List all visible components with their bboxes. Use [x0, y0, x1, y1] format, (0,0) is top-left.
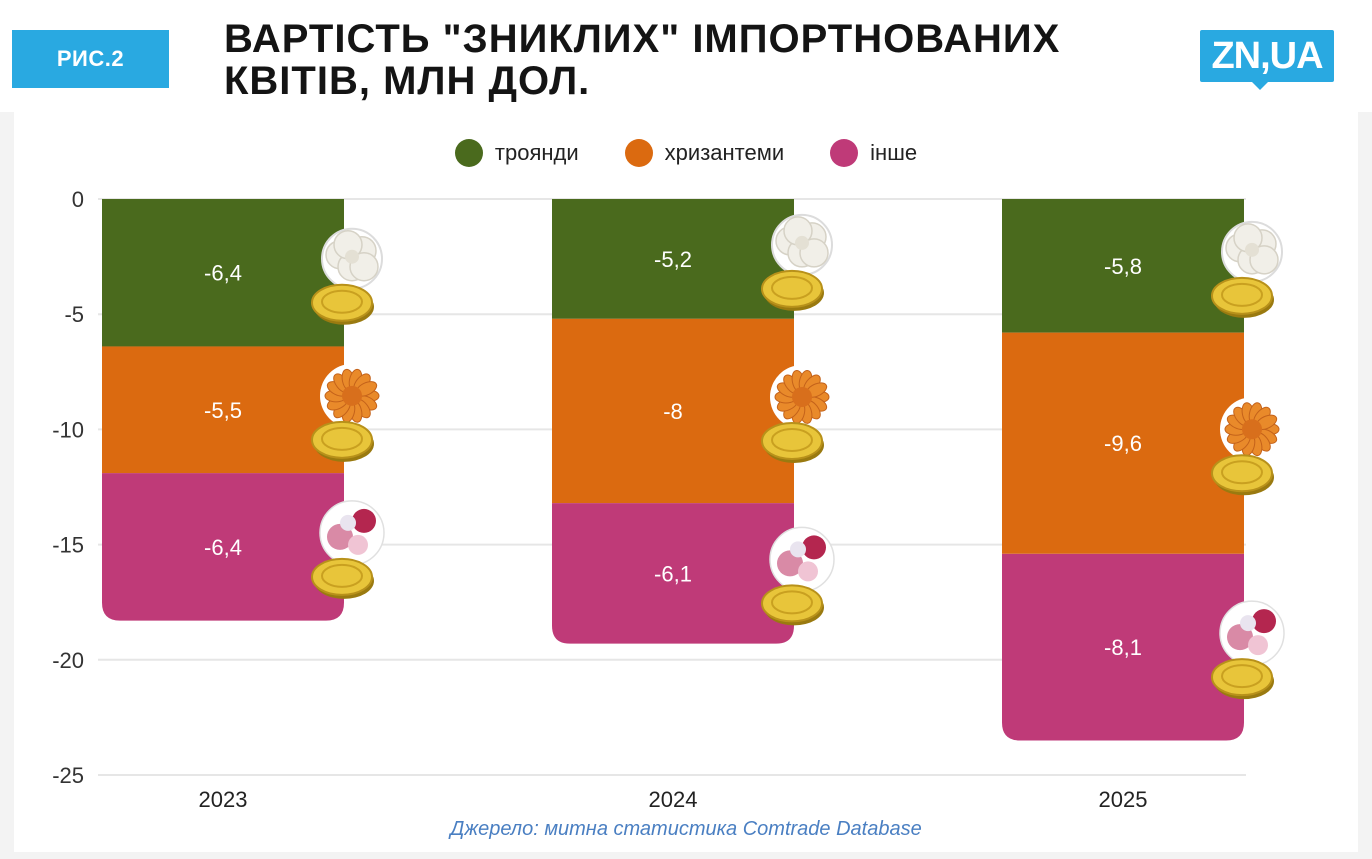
- flower-icon-center: [792, 386, 812, 407]
- coin-icon-rim: [1221, 282, 1263, 307]
- data-label: -5,5: [204, 398, 242, 423]
- figure-label: РИС.2: [12, 30, 169, 88]
- flower-icon-bloom-white: [1240, 615, 1256, 632]
- legend-item-chrysanthemums: хризантеми: [624, 139, 785, 167]
- coin-icon-rim: [771, 590, 813, 615]
- legend-swatch-roses: [454, 139, 483, 167]
- legend-label-other: інше: [870, 140, 918, 165]
- flower-icon-center: [345, 249, 359, 264]
- source-note: Джерело: митна статистика Comtrade Datab…: [450, 818, 922, 840]
- bar-segment: [102, 199, 344, 347]
- bar-segment: [552, 199, 794, 319]
- flower-icon-bloom-white: [340, 514, 356, 531]
- y-tick-label: 0: [72, 187, 84, 212]
- flower-icon-center: [795, 235, 809, 250]
- flower-icon-bloom-light: [798, 561, 818, 582]
- y-tick-label: -15: [52, 533, 84, 558]
- flower-icon-bloom-red: [1252, 609, 1276, 634]
- flower-icon-center: [342, 385, 362, 406]
- data-label: -6,4: [204, 535, 242, 560]
- chart-title-line-1: ВАРТІСТЬ "ЗНИКЛИХ" ІМПОРТНОВАНИХ: [224, 17, 1061, 61]
- data-label: -5,2: [654, 247, 692, 272]
- y-tick-label: -10: [52, 417, 84, 442]
- legend-label-chrysanthemums: хризантеми: [664, 140, 785, 165]
- coin-icon-rim: [321, 289, 363, 314]
- y-tick-label: -25: [52, 763, 84, 788]
- flower-icon-bloom-red: [802, 535, 826, 560]
- x-tick-label: 2025: [1099, 787, 1148, 812]
- header: [0, 0, 1372, 112]
- bar-segment: [1002, 332, 1244, 554]
- brand-logo[interactable]: ZN,UA: [1200, 30, 1334, 82]
- chart-title-line-2: КВІТІВ, МЛН ДОЛ.: [224, 59, 591, 103]
- legend-item-other: інше: [830, 139, 917, 167]
- coin-icon-rim: [321, 426, 363, 451]
- coin-icon-rim: [1221, 664, 1263, 689]
- chart-title: ВАРТІСТЬ "ЗНИКЛИХ" ІМПОРТНОВАНИХ КВІТІВ,…: [224, 18, 1184, 102]
- data-label: -6,1: [654, 561, 692, 586]
- legend: троянди хризантеми інше: [0, 135, 1372, 171]
- brand-logo-tail: [1250, 80, 1270, 90]
- data-label: -8: [663, 399, 683, 424]
- bar-segment: [102, 473, 344, 621]
- coin-icon-rim: [771, 427, 813, 452]
- flower-icon-bloom-white: [790, 541, 806, 558]
- flower-icon-bloom-light: [348, 534, 368, 555]
- bar-segment: [552, 503, 794, 644]
- coin-icon-rim: [771, 275, 813, 300]
- flower-icon-bloom-light: [1248, 635, 1268, 656]
- legend-label-roses: троянди: [494, 140, 579, 165]
- flower-icon-center: [1245, 242, 1259, 257]
- bar-segment: [102, 346, 344, 474]
- bar-segment: [552, 318, 794, 504]
- x-tick-label: 2024: [649, 787, 698, 812]
- data-label: -6,4: [204, 261, 242, 286]
- coin-icon-rim: [321, 563, 363, 588]
- y-tick-label: -5: [64, 302, 84, 327]
- legend-swatch-chrysanthemums: [624, 139, 653, 167]
- y-tick-label: -20: [52, 648, 84, 673]
- flower-icon-bloom-red: [352, 508, 376, 533]
- legend-swatch-other: [830, 139, 859, 167]
- data-label: -8,1: [1104, 635, 1142, 660]
- legend-item-roses: троянди: [454, 139, 579, 167]
- flower-icon-center: [1242, 419, 1262, 440]
- x-tick-label: 2023: [199, 787, 248, 812]
- bar-segment: [1002, 199, 1244, 333]
- data-label: -9,6: [1104, 431, 1142, 456]
- bar-segment: [1002, 553, 1244, 741]
- data-label: -5,8: [1104, 254, 1142, 279]
- coin-icon-rim: [1221, 460, 1263, 485]
